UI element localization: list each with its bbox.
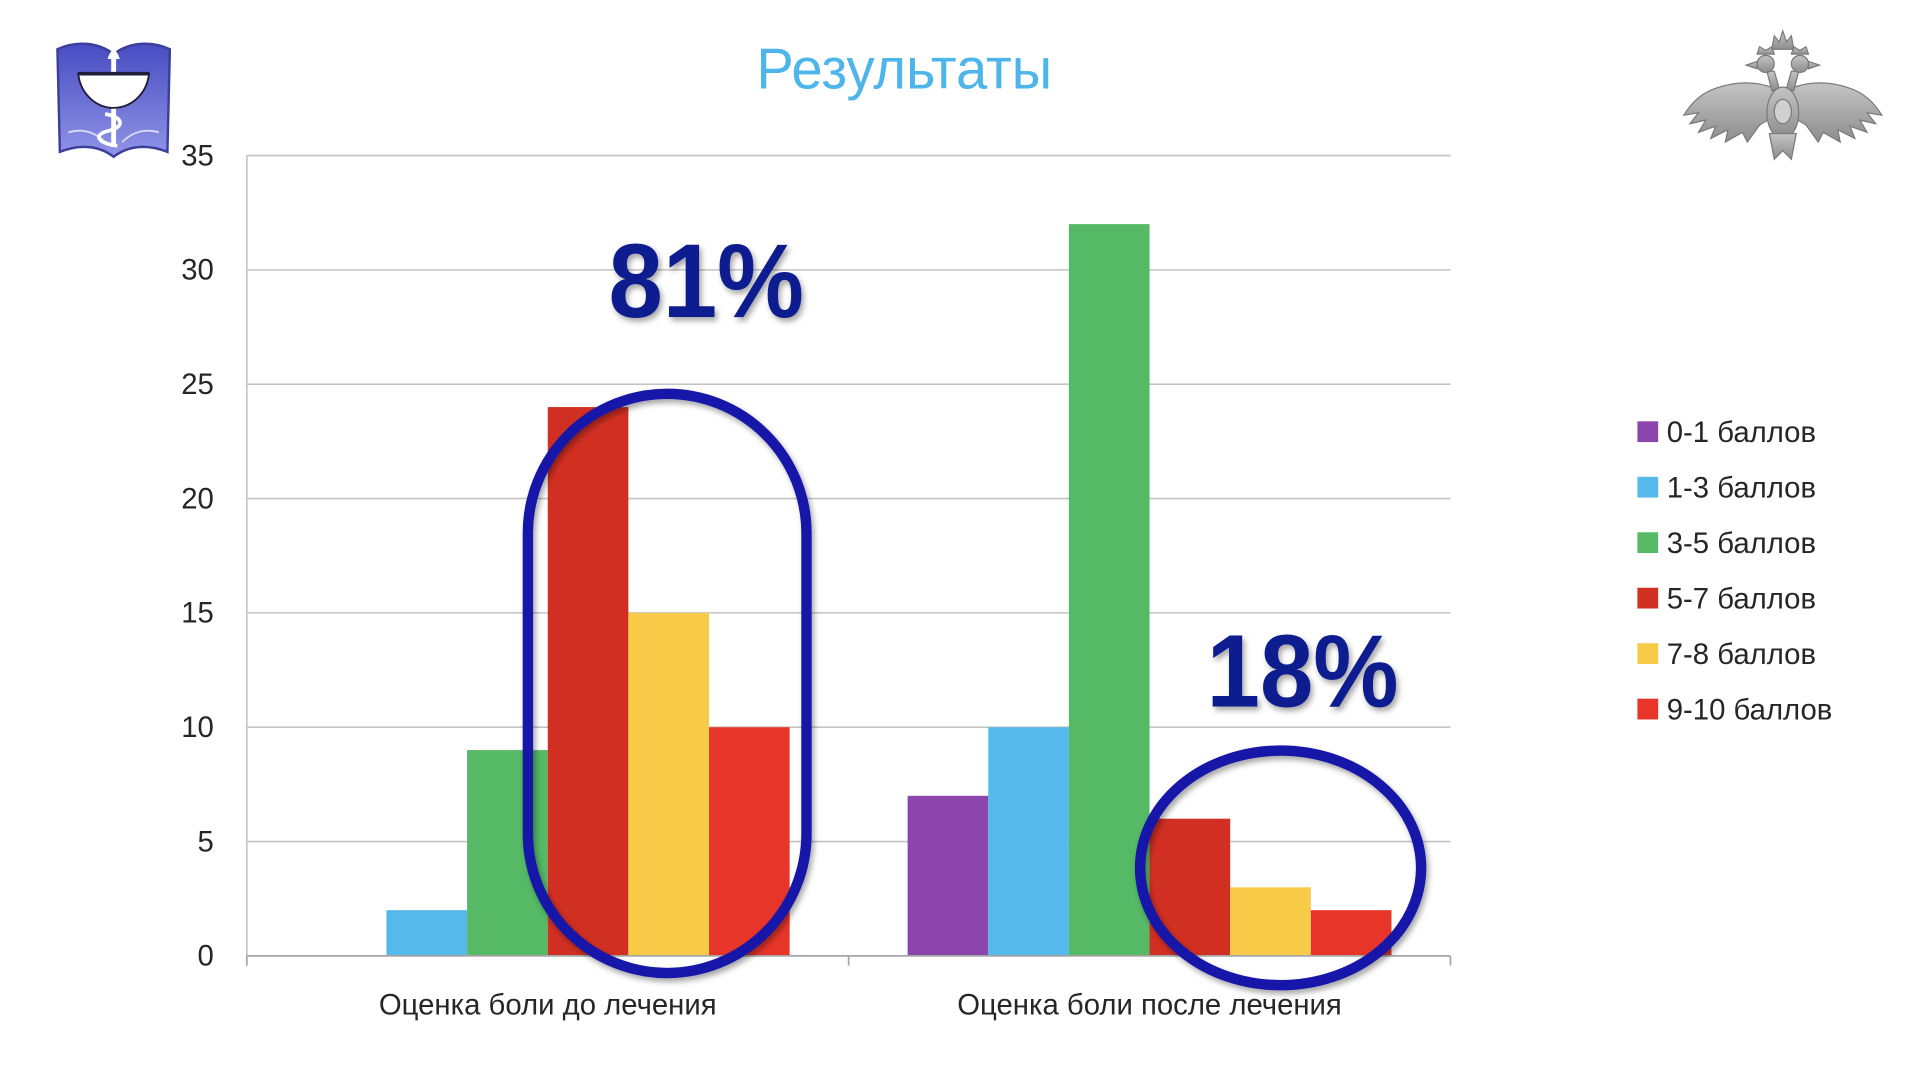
annotation-after-treatment: 18% <box>1134 614 1427 991</box>
legend-label: 5-7 баллов <box>1667 583 1816 616</box>
bar-series-2-category-2 <box>988 727 1069 956</box>
x-category-label: Оценка боли до лечения <box>379 989 717 1022</box>
medical-emblem-icon <box>56 42 172 159</box>
category-labels: Оценка боли до лечения Оценка боли после … <box>379 989 1342 1022</box>
percent-label-before: 81% <box>609 223 805 340</box>
legend-swatch <box>1637 421 1659 443</box>
y-tick-label: 0 <box>198 940 214 973</box>
percent-label-after: 18% <box>1207 614 1399 729</box>
bar-series-4-category-1 <box>547 407 629 956</box>
annotation-before-treatment: 81% <box>522 223 812 979</box>
legend-item: 3-5 баллов <box>1637 527 1816 560</box>
bar-series-1-category-2 <box>907 795 989 956</box>
y-tick-label: 25 <box>181 368 214 401</box>
bar-series-3-category-1 <box>467 750 548 956</box>
legend-label: 1-3 баллов <box>1667 472 1816 505</box>
bar-series-2-category-1 <box>386 910 468 956</box>
x-category-label: Оценка боли после лечения <box>957 989 1342 1022</box>
legend-item: 0-1 баллов <box>1637 416 1816 449</box>
slide-title: Результаты <box>756 37 1052 101</box>
double-headed-eagle-icon <box>1682 28 1883 161</box>
chart-legend: 0-1 баллов 1-3 баллов 3-5 баллов 5-7 баллов… <box>1637 416 1832 726</box>
y-tick-label: 15 <box>181 597 214 630</box>
legend-swatch <box>1637 587 1659 609</box>
legend-label: 9-10 баллов <box>1667 693 1833 726</box>
chart-bars <box>386 224 1392 956</box>
bar-series-3-category-2 <box>1068 224 1150 956</box>
legend-swatch <box>1637 643 1659 664</box>
y-tick-label: 10 <box>181 711 214 744</box>
y-tick-label: 20 <box>181 482 214 515</box>
bar-series-5-category-2 <box>1230 887 1311 956</box>
chart-gridlines: 0 5 10 15 20 25 30 35 <box>181 139 1451 973</box>
legend-item: 5-7 баллов <box>1637 583 1816 616</box>
y-tick-label: 35 <box>181 139 214 172</box>
legend-swatch <box>1637 698 1659 720</box>
highlight-ring-before <box>522 388 812 979</box>
y-tick-label: 5 <box>198 825 214 858</box>
legend-swatch <box>1637 476 1659 498</box>
legend-item: 1-3 баллов <box>1637 472 1816 505</box>
bar-series-5-category-1 <box>628 612 710 956</box>
legend-item: 7-8 баллов <box>1637 638 1816 671</box>
legend-item: 9-10 баллов <box>1637 693 1832 726</box>
legend-label: 3-5 баллов <box>1667 527 1816 560</box>
legend-label: 0-1 баллов <box>1667 416 1816 449</box>
legend-label: 7-8 баллов <box>1667 638 1816 671</box>
highlight-ring-after <box>1134 745 1427 991</box>
chart-axes <box>245 155 1452 966</box>
y-tick-label: 30 <box>181 254 214 287</box>
legend-swatch <box>1637 532 1659 554</box>
